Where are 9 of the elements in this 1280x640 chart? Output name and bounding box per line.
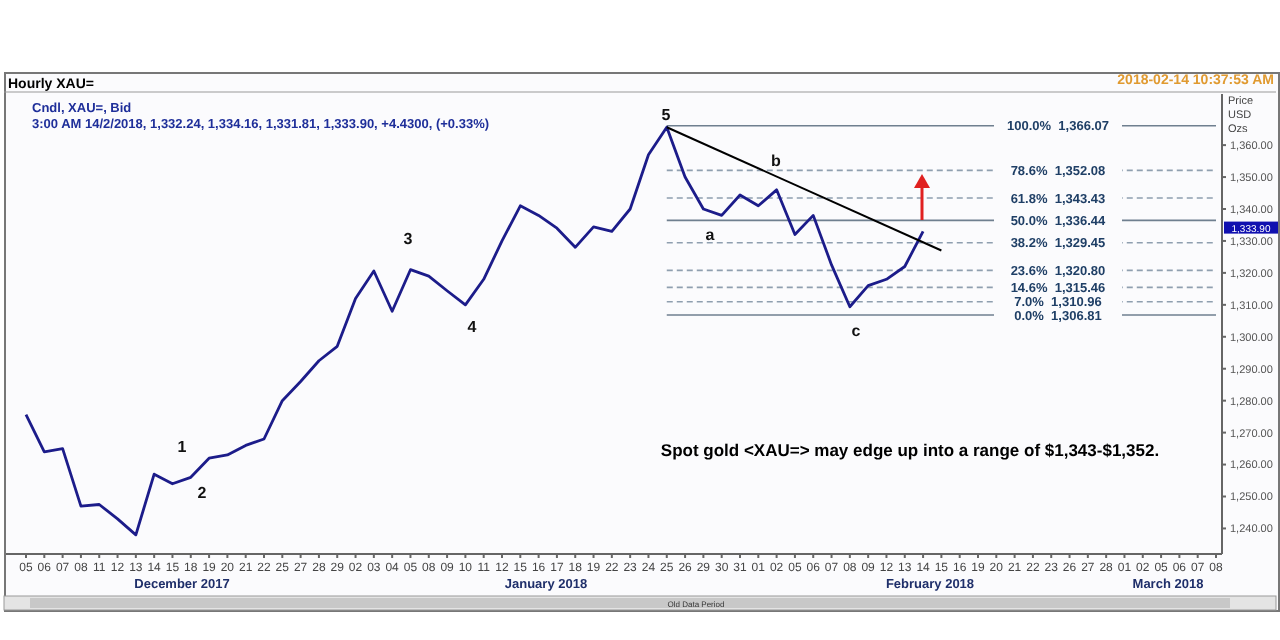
annotation: Spot gold <XAU=> may edge up into a range of $1,343-$1,352. <box>660 440 1160 460</box>
annotation: a <box>705 226 716 244</box>
annotation: b <box>771 152 782 170</box>
annotation: 4 <box>467 318 478 336</box>
annotation: 5 <box>661 106 672 124</box>
annotation: c <box>851 322 862 340</box>
annotation: 3 <box>403 230 414 248</box>
annotation: 2 <box>197 484 208 502</box>
annotation: 1 <box>177 438 188 456</box>
